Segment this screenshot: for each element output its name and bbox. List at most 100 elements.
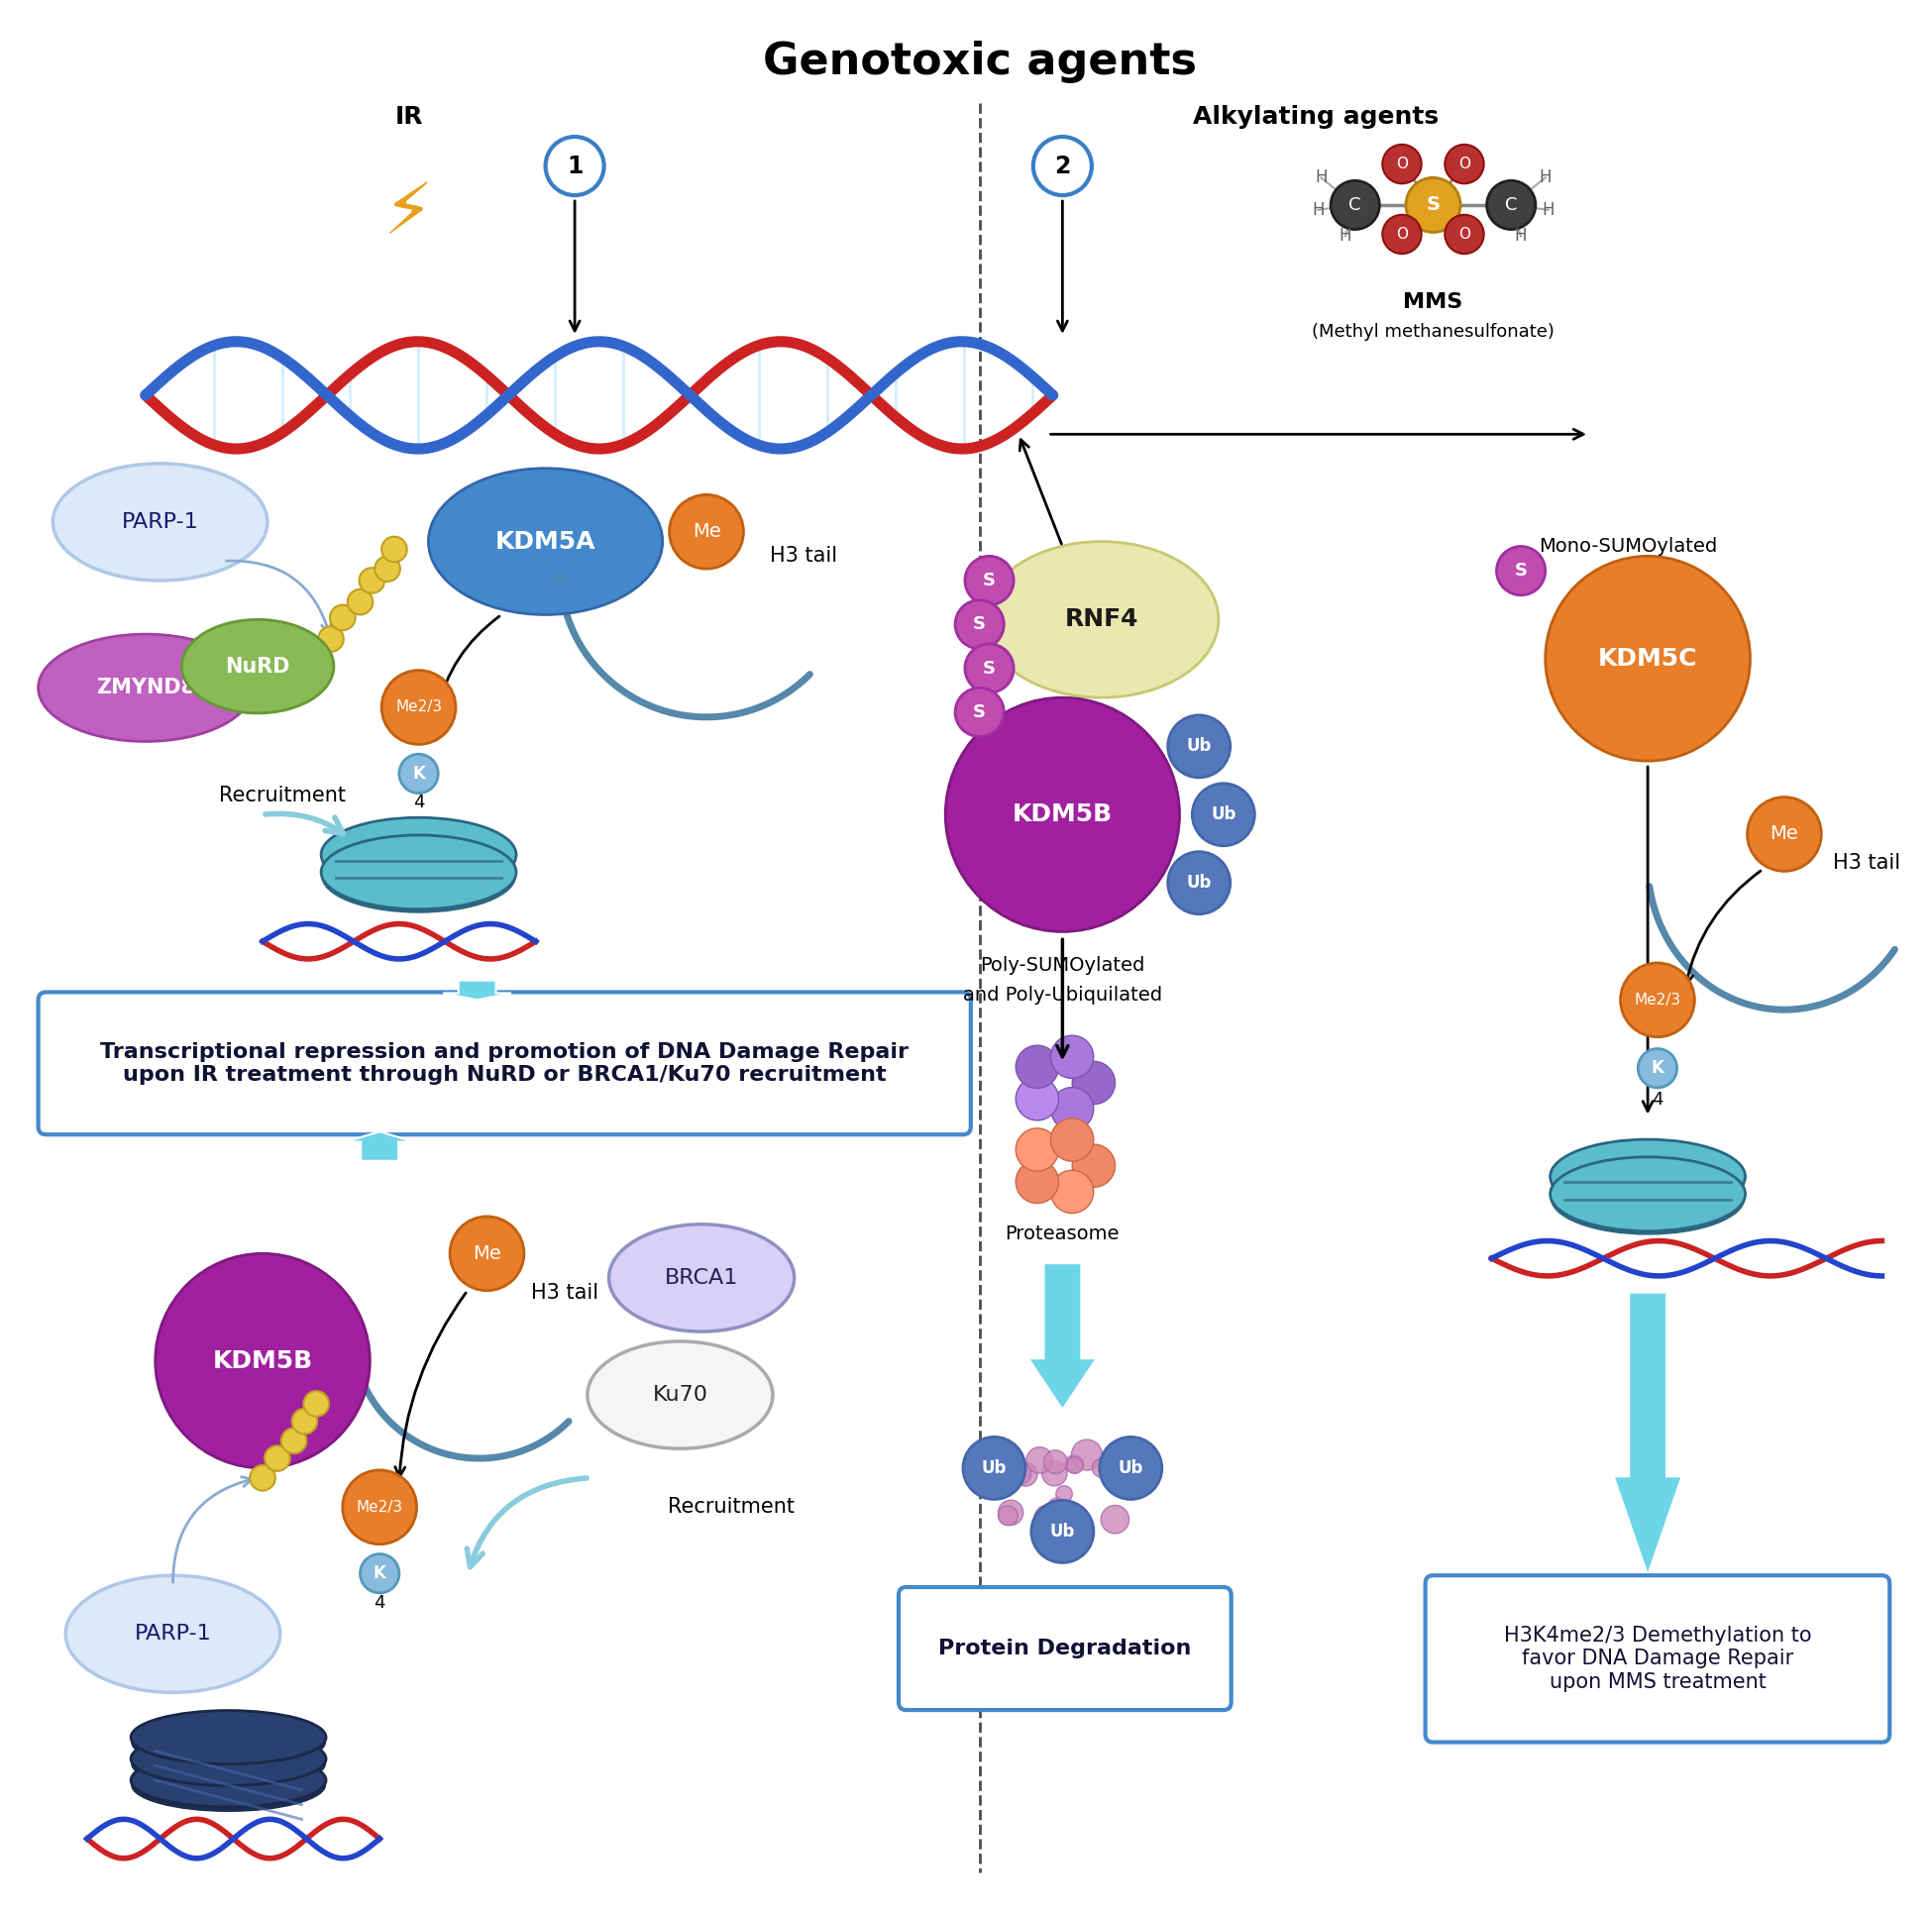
Ellipse shape xyxy=(587,1341,773,1448)
Text: and Poly-Ubiquilated: and Poly-Ubiquilated xyxy=(962,985,1163,1004)
Text: Genotoxic agents: Genotoxic agents xyxy=(763,40,1196,82)
Ellipse shape xyxy=(1549,1144,1745,1217)
Circle shape xyxy=(1638,1048,1677,1088)
Circle shape xyxy=(359,1554,400,1592)
FancyArrow shape xyxy=(1028,1263,1097,1410)
Text: KDM5B: KDM5B xyxy=(213,1349,313,1372)
Circle shape xyxy=(1101,1506,1128,1533)
Ellipse shape xyxy=(1549,1140,1745,1213)
Circle shape xyxy=(1032,1500,1094,1563)
Circle shape xyxy=(1383,144,1422,184)
Circle shape xyxy=(1099,1437,1161,1500)
Ellipse shape xyxy=(1549,1157,1745,1232)
Text: Me: Me xyxy=(1770,824,1799,843)
Ellipse shape xyxy=(609,1224,794,1332)
Text: Me2/3: Me2/3 xyxy=(1634,992,1681,1008)
Ellipse shape xyxy=(985,542,1219,697)
Circle shape xyxy=(1192,784,1254,845)
Circle shape xyxy=(303,1391,328,1416)
Text: Me: Me xyxy=(473,1243,500,1263)
FancyBboxPatch shape xyxy=(898,1586,1231,1709)
Circle shape xyxy=(1041,1460,1066,1487)
Circle shape xyxy=(1016,1046,1059,1088)
Text: Me2/3: Me2/3 xyxy=(355,1500,404,1514)
Text: Protein Degradation: Protein Degradation xyxy=(939,1638,1192,1659)
Text: S: S xyxy=(1515,561,1528,581)
Circle shape xyxy=(249,1466,274,1491)
Text: H: H xyxy=(1515,228,1526,245)
Circle shape xyxy=(1016,1077,1059,1121)
Circle shape xyxy=(954,600,1005,650)
Circle shape xyxy=(1072,1061,1115,1104)
Circle shape xyxy=(1051,1088,1094,1130)
Circle shape xyxy=(375,556,400,581)
Circle shape xyxy=(265,1447,290,1471)
Ellipse shape xyxy=(131,1736,327,1790)
Circle shape xyxy=(292,1408,317,1433)
Circle shape xyxy=(348,590,373,615)
Text: H3 tail: H3 tail xyxy=(531,1282,599,1303)
Text: 1: 1 xyxy=(566,153,583,178)
Text: K: K xyxy=(373,1565,386,1583)
Text: S: S xyxy=(983,571,995,590)
Text: Ku70: Ku70 xyxy=(653,1385,707,1404)
Text: Me2/3: Me2/3 xyxy=(396,699,442,715)
Circle shape xyxy=(962,1437,1026,1500)
Circle shape xyxy=(400,755,439,793)
Text: MMS: MMS xyxy=(1403,293,1463,312)
Ellipse shape xyxy=(131,1759,327,1813)
Ellipse shape xyxy=(321,835,516,910)
Text: H: H xyxy=(1339,228,1352,245)
Circle shape xyxy=(450,1217,524,1291)
Circle shape xyxy=(1051,1119,1094,1161)
Text: H3 tail: H3 tail xyxy=(769,546,837,565)
Text: H: H xyxy=(1316,169,1327,186)
Ellipse shape xyxy=(52,464,267,581)
Text: ⚡: ⚡ xyxy=(384,180,435,249)
Text: Ub: Ub xyxy=(1119,1460,1144,1477)
Text: Poly-SUMOylated: Poly-SUMOylated xyxy=(980,956,1146,975)
FancyBboxPatch shape xyxy=(1426,1575,1889,1742)
Text: Recruitment: Recruitment xyxy=(218,786,346,805)
Circle shape xyxy=(1406,178,1461,232)
Circle shape xyxy=(1016,1161,1059,1203)
Ellipse shape xyxy=(66,1575,280,1692)
Text: C: C xyxy=(1349,195,1362,215)
Circle shape xyxy=(999,1506,1018,1525)
Circle shape xyxy=(954,688,1005,736)
Text: PARP-1: PARP-1 xyxy=(122,512,199,533)
FancyBboxPatch shape xyxy=(39,992,970,1134)
Circle shape xyxy=(1016,1129,1059,1171)
Circle shape xyxy=(1331,180,1379,230)
Text: 4: 4 xyxy=(413,793,425,812)
Circle shape xyxy=(545,136,605,195)
Text: PARP-1: PARP-1 xyxy=(135,1625,211,1644)
Circle shape xyxy=(1621,964,1694,1037)
FancyArrow shape xyxy=(346,1132,413,1161)
Text: H3 tail: H3 tail xyxy=(1833,853,1901,874)
Text: Ub: Ub xyxy=(1211,807,1236,824)
Circle shape xyxy=(1747,797,1822,872)
FancyArrow shape xyxy=(442,981,512,1000)
Text: IR: IR xyxy=(394,105,423,128)
Circle shape xyxy=(1051,1035,1094,1079)
Circle shape xyxy=(1057,1485,1072,1502)
Circle shape xyxy=(282,1427,307,1454)
Text: Ub: Ub xyxy=(981,1460,1007,1477)
Circle shape xyxy=(964,644,1014,694)
Text: 4: 4 xyxy=(375,1594,384,1611)
Circle shape xyxy=(1034,1504,1061,1533)
Text: Ub: Ub xyxy=(1186,874,1211,891)
Text: Mono-SUMOylated: Mono-SUMOylated xyxy=(1540,536,1718,556)
Circle shape xyxy=(155,1253,369,1468)
Text: KDM5A: KDM5A xyxy=(495,529,595,554)
Text: S: S xyxy=(974,615,985,634)
Text: S: S xyxy=(983,659,995,676)
Circle shape xyxy=(1072,1144,1115,1188)
Text: 2: 2 xyxy=(1055,153,1070,178)
Ellipse shape xyxy=(182,619,334,713)
Text: Proteasome: Proteasome xyxy=(1005,1224,1121,1243)
Text: Recruitment: Recruitment xyxy=(667,1496,794,1517)
Text: Ub: Ub xyxy=(1186,738,1211,755)
Circle shape xyxy=(1445,215,1484,253)
